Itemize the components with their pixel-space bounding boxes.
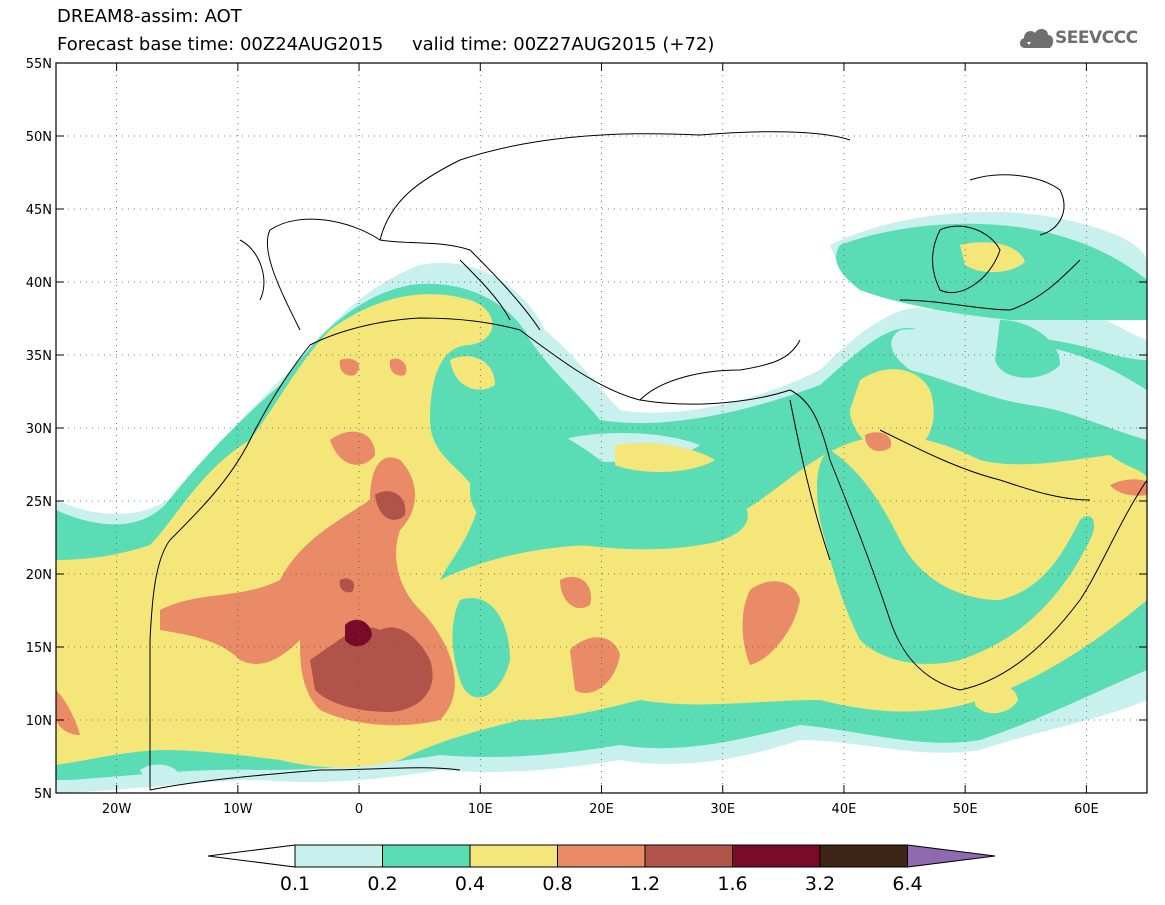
lon-label: 20W (102, 802, 132, 817)
lat-label: 35N (26, 349, 52, 364)
lat-label: 50N (26, 130, 52, 145)
aot-band-1.2 (310, 491, 433, 712)
colorbar-label: 0.1 (279, 873, 311, 895)
lat-label: 25N (26, 495, 52, 510)
lon-label: 0 (355, 802, 363, 817)
cloud-icon (1019, 29, 1054, 48)
colorbar-label: 0.4 (454, 873, 486, 895)
lon-label: 60E (1074, 802, 1099, 817)
colorbar-swatch (732, 844, 821, 868)
lon-label: 30E (710, 802, 735, 817)
colorbar-swatch (644, 844, 733, 868)
lon-label: 10W (223, 802, 253, 817)
lat-label: 20N (26, 568, 52, 583)
latitude-labels: 55N 50N 45N 40N 35N 30N 25N 20N 15N 10N 5N (26, 57, 1147, 802)
colorbar-swatch (819, 844, 908, 868)
colorbar-label: 6.4 (892, 873, 923, 895)
lon-label: 10E (468, 802, 493, 817)
lon-label: 40E (832, 802, 857, 817)
colorbar-swatch (382, 844, 471, 868)
lat-label: 45N (26, 203, 52, 218)
colorbar-label: 1.2 (629, 873, 661, 895)
colorbar-swatch (294, 844, 383, 868)
lat-label: 30N (26, 422, 52, 437)
forecast-times: Forecast base time: 00Z24AUG2015 valid t… (57, 34, 715, 55)
lat-label: 15N (26, 641, 52, 656)
logo-text: SEEVCCC (1055, 28, 1138, 48)
colorbar-extend-low (207, 844, 296, 868)
aot-field (56, 63, 1147, 793)
colorbar-label: 1.6 (717, 873, 748, 895)
colorbar-label: 0.2 (367, 873, 398, 895)
seevccc-logo: SEEVCCC (1017, 22, 1152, 56)
lat-label: 10N (26, 714, 52, 729)
lat-label: 55N (26, 57, 52, 72)
colorbar-swatch (557, 844, 646, 868)
colorbar-label: 0.8 (542, 873, 573, 895)
lon-label: 50E (953, 802, 978, 817)
colorbar (207, 844, 996, 868)
coastlines (149, 131, 1147, 791)
aot-band-1.6 (345, 619, 372, 647)
lat-label: 40N (26, 276, 52, 291)
colorbar-label: 3.2 (804, 873, 836, 895)
colorbar-swatch (469, 844, 558, 868)
lat-label: 5N (34, 787, 52, 802)
lon-label: 20E (589, 802, 614, 817)
longitude-labels: 20W 10W 0 10E 20E 30E 40E 50E 60E (102, 63, 1099, 817)
map-title: DREAM8-assim: AOT (57, 6, 242, 27)
colorbar-extend-high (907, 844, 996, 868)
